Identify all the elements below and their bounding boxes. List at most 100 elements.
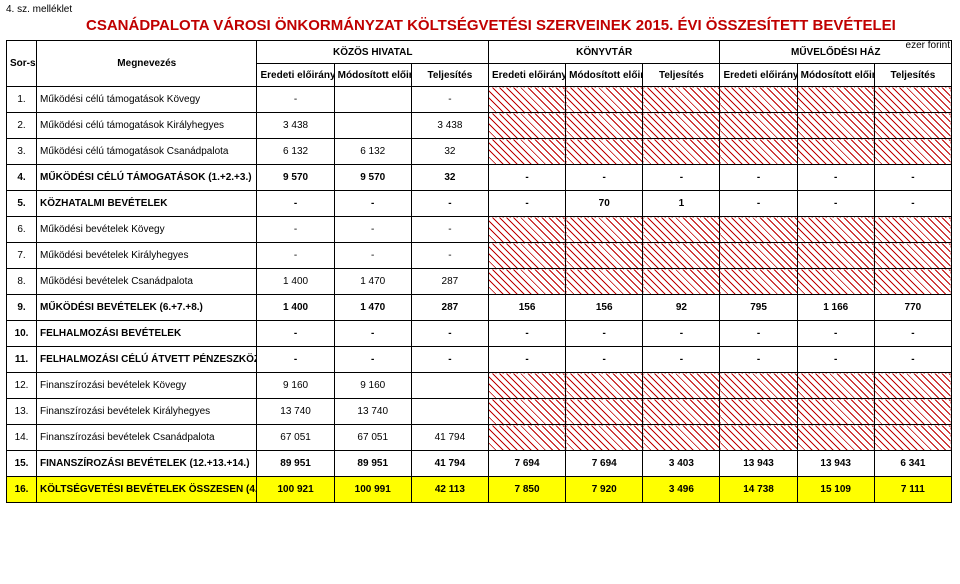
row-index: 2. — [7, 113, 37, 139]
table-row: 15.FINANSZÍROZÁSI BEVÉTELEK (12.+13.+14.… — [7, 451, 952, 477]
cell — [566, 87, 643, 113]
cell: 13 740 — [334, 399, 411, 425]
revenue-table: Sor-szám Megnevezés KÖZÖS HIVATAL KÖNYVT… — [6, 40, 952, 503]
cell — [874, 87, 951, 113]
cell: - — [334, 243, 411, 269]
cell: 13 740 — [257, 399, 334, 425]
table-row: 12.Finanszírozási bevételek Kövegy9 1609… — [7, 373, 952, 399]
cell — [488, 87, 565, 113]
cell: 92 — [643, 295, 720, 321]
cell — [566, 113, 643, 139]
cell: - — [720, 347, 797, 373]
table-row: 2.Működési célú támogatások Királyhegyes… — [7, 113, 952, 139]
row-name: MŰKÖDÉSI BEVÉTELEK (6.+7.+8.) — [37, 295, 257, 321]
cell — [797, 399, 874, 425]
row-name: Finanszírozási bevételek Csanádpalota — [37, 425, 257, 451]
cell — [643, 399, 720, 425]
col-meg: Megnevezés — [37, 41, 257, 87]
cell — [797, 425, 874, 451]
cell: 42 113 — [411, 477, 488, 503]
table-row: 14.Finanszírozási bevételek Csanádpalota… — [7, 425, 952, 451]
cell: - — [797, 321, 874, 347]
cell — [874, 269, 951, 295]
cell — [643, 139, 720, 165]
cell — [797, 243, 874, 269]
cell: - — [411, 347, 488, 373]
cell — [797, 113, 874, 139]
cell: 7 694 — [488, 451, 565, 477]
row-name: Működési célú támogatások Királyhegyes — [37, 113, 257, 139]
cell — [797, 269, 874, 295]
cell: - — [874, 347, 951, 373]
cell: 32 — [411, 139, 488, 165]
cell — [643, 217, 720, 243]
cell: 9 160 — [257, 373, 334, 399]
attachment-label: 4. sz. melléklet — [6, 4, 954, 15]
cell: 7 694 — [566, 451, 643, 477]
cell: 156 — [566, 295, 643, 321]
row-index: 4. — [7, 165, 37, 191]
cell: - — [334, 191, 411, 217]
cell: - — [334, 321, 411, 347]
cell: 7 920 — [566, 477, 643, 503]
cell: 1 470 — [334, 295, 411, 321]
cell: 1 470 — [334, 269, 411, 295]
cell: - — [720, 321, 797, 347]
table-row: 5.KÖZHATALMI BEVÉTELEK----701--- — [7, 191, 952, 217]
cell — [720, 373, 797, 399]
page-title: CSANÁDPALOTA VÁROSI ÖNKORMÁNYZAT KÖLTSÉG… — [86, 17, 954, 34]
cell: 41 794 — [411, 451, 488, 477]
cell — [566, 217, 643, 243]
row-index: 15. — [7, 451, 37, 477]
cell: 287 — [411, 295, 488, 321]
cell — [488, 269, 565, 295]
cell: - — [874, 191, 951, 217]
row-name: FELHALMOZÁSI CÉLÚ ÁTVETT PÉNZESZKÖZÖK — [37, 347, 257, 373]
cell — [488, 425, 565, 451]
row-name: Működési bevételek Csanádpalota — [37, 269, 257, 295]
cell — [874, 399, 951, 425]
cell: 1 400 — [257, 269, 334, 295]
cell: 1 — [643, 191, 720, 217]
cell: - — [566, 321, 643, 347]
cell: - — [797, 165, 874, 191]
cell: 32 — [411, 165, 488, 191]
cell: 13 943 — [797, 451, 874, 477]
cell — [720, 399, 797, 425]
cell — [797, 217, 874, 243]
row-name: FINANSZÍROZÁSI BEVÉTELEK (12.+13.+14.) — [37, 451, 257, 477]
cell — [874, 373, 951, 399]
group-1: KÖNYVTÁR — [488, 41, 720, 64]
cell: - — [257, 243, 334, 269]
cell — [566, 269, 643, 295]
table-row: 11.FELHALMOZÁSI CÉLÚ ÁTVETT PÉNZESZKÖZÖK… — [7, 347, 952, 373]
cell: - — [874, 165, 951, 191]
table-row: 9.MŰKÖDÉSI BEVÉTELEK (6.+7.+8.)1 4001 47… — [7, 295, 952, 321]
cell: - — [643, 347, 720, 373]
cell — [720, 269, 797, 295]
row-index: 5. — [7, 191, 37, 217]
cell — [488, 243, 565, 269]
cell: - — [566, 347, 643, 373]
cell — [566, 425, 643, 451]
cell: - — [643, 321, 720, 347]
row-index: 10. — [7, 321, 37, 347]
cell — [488, 399, 565, 425]
cell — [643, 113, 720, 139]
table-row: 8.Működési bevételek Csanádpalota1 4001 … — [7, 269, 952, 295]
row-index: 9. — [7, 295, 37, 321]
cell — [411, 373, 488, 399]
cell — [797, 139, 874, 165]
cell — [874, 113, 951, 139]
cell — [488, 113, 565, 139]
cell: - — [720, 191, 797, 217]
row-name: FELHALMOZÁSI BEVÉTELEK — [37, 321, 257, 347]
cell — [334, 113, 411, 139]
cell — [643, 87, 720, 113]
cell — [488, 217, 565, 243]
table-row: 3.Működési célú támogatások Csanádpalota… — [7, 139, 952, 165]
cell — [874, 425, 951, 451]
cell — [488, 139, 565, 165]
row-index: 12. — [7, 373, 37, 399]
cell: - — [797, 191, 874, 217]
